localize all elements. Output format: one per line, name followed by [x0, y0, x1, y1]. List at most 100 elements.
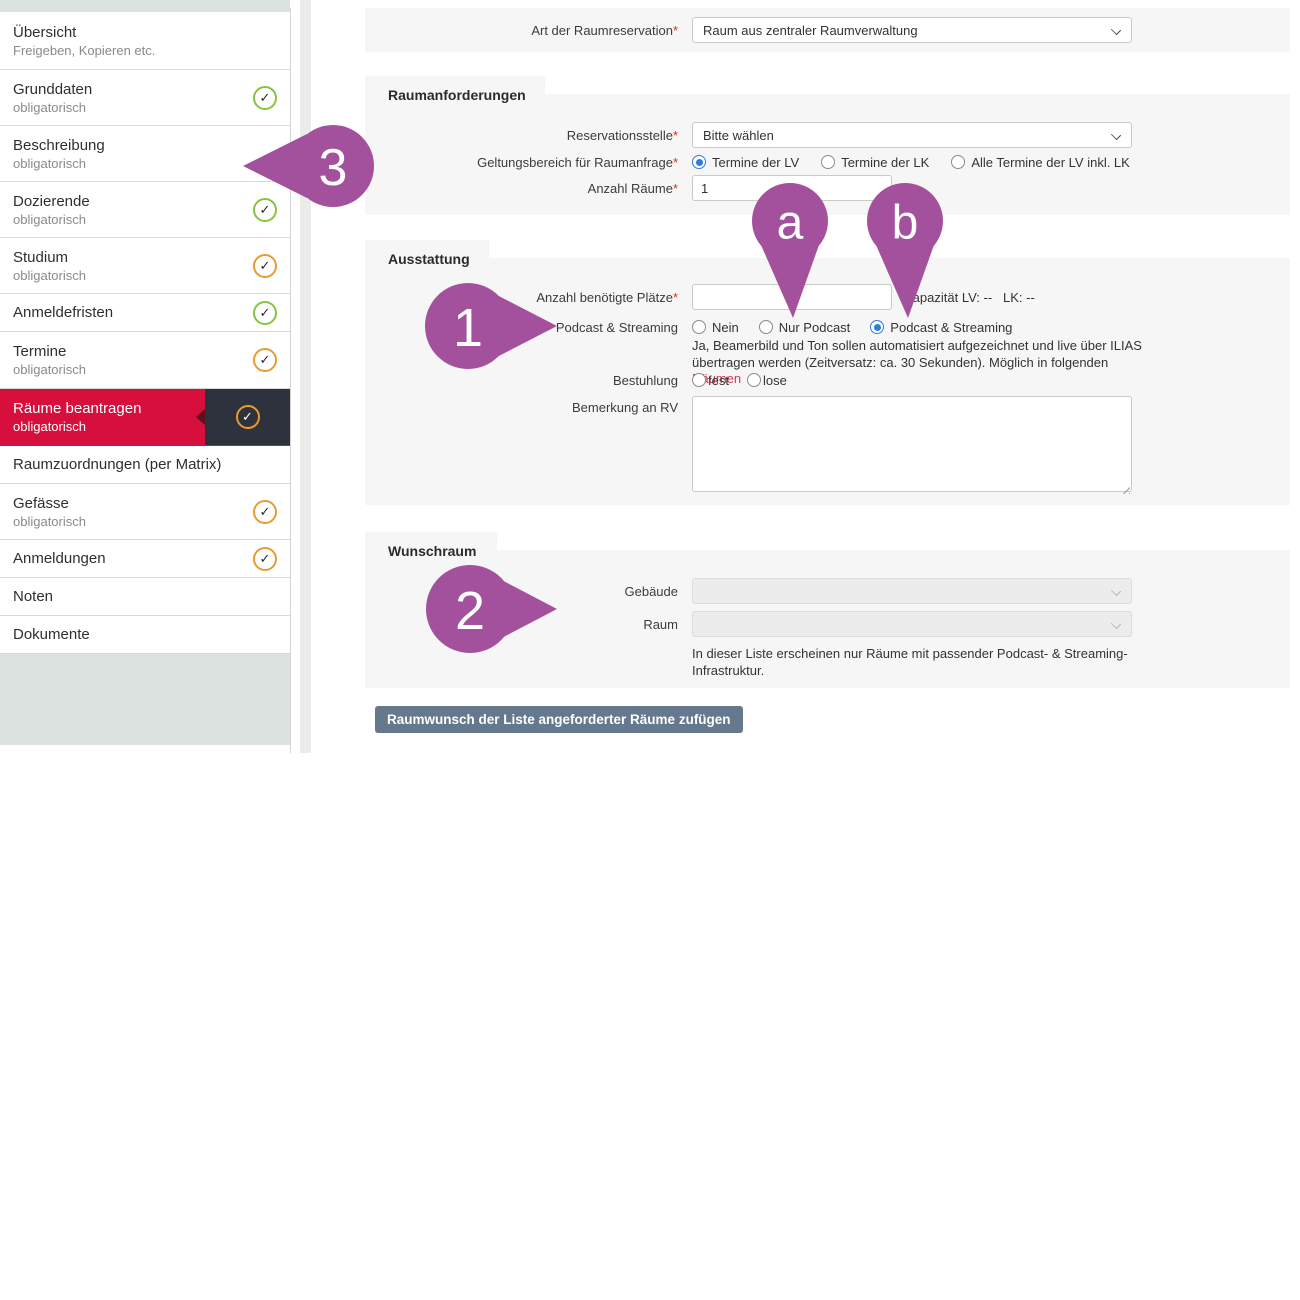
reservation-type-select[interactable]: Raum aus zentraler Raumverwaltung	[692, 17, 1132, 43]
check-icon: ✓	[253, 546, 277, 571]
sidebar-item-label: Studium	[13, 248, 69, 266]
sidebar-item-label: Anmeldungen	[13, 550, 106, 567]
check-icon: ✓	[253, 499, 277, 524]
check-icon: ✓	[253, 348, 277, 372]
sidebar-item-beschreibung[interactable]: Beschreibung obligatorisch	[0, 126, 290, 182]
sidebar-item-raumzuordnungen[interactable]: Raumzuordnungen (per Matrix)	[0, 446, 290, 484]
sidebar-item-dozierende[interactable]: Dozierende obligatorisch ✓	[0, 182, 290, 238]
required-asterisk: *	[672, 22, 678, 38]
reservationsstelle-row: Reservationsstelle* Bitte wählen	[365, 122, 1290, 148]
check-icon: ✓	[253, 197, 277, 222]
radio-label[interactable]: Nein	[712, 319, 739, 335]
sidebar-item-studium[interactable]: Studium obligatorisch ✓	[0, 238, 290, 294]
chevron-down-icon	[1110, 585, 1122, 597]
sidebar-item-anmeldungen[interactable]: Anmeldungen ✓	[0, 540, 290, 578]
gebaeude-label: Gebäude	[624, 583, 679, 599]
raum-select[interactable]	[692, 611, 1132, 637]
reservation-type-row: Art der Raumreservation* Raum aus zentra…	[365, 8, 1290, 52]
radio-termine-lv[interactable]	[692, 155, 706, 169]
radio-bestuhlung-lose[interactable]	[746, 373, 761, 387]
wunschraum-help-text: In dieser Liste erscheinen nur Räume mit…	[692, 646, 1128, 678]
radio-label[interactable]: Termine der LV	[712, 154, 800, 170]
chevron-down-icon	[1110, 24, 1122, 36]
radio-label[interactable]: lose	[762, 372, 787, 388]
sidebar-item-label: Termine	[13, 343, 67, 360]
radio-alle-termine[interactable]	[951, 155, 966, 169]
active-item-status-box: ✓	[205, 389, 290, 445]
reservation-type-label: Art der Raumreservation*	[531, 22, 678, 38]
reservationsstelle-select[interactable]: Bitte wählen	[692, 122, 1132, 148]
wunschraum-help-row: In dieser Liste erscheinen nur Räume mit…	[365, 646, 1290, 679]
radio-label[interactable]: Termine der LK	[841, 154, 930, 170]
sidebar-item-grunddaten[interactable]: Grunddaten obligatorisch ✓	[0, 70, 290, 126]
gebaeude-row: Gebäude	[365, 578, 1290, 604]
radio-podcast-streaming[interactable]	[870, 320, 885, 334]
radio-nur-podcast[interactable]	[758, 320, 773, 334]
check-icon: ✓	[253, 85, 277, 110]
bemerkung-row: Bemerkung an RV	[365, 396, 1290, 497]
sidebar-item-label: Raumzuordnungen (per Matrix)	[13, 456, 222, 473]
step-navigation-sidebar: Übersicht Freigeben, Kopieren etc. Grund…	[0, 0, 290, 745]
sidebar-item-sublabel: obligatorisch	[13, 155, 86, 171]
geltungsbereich-row: Geltungsbereich für Raumanfrage* Termine…	[365, 154, 1290, 170]
section-ausstattung: Ausstattung Anzahl benötigte Plätze* Kap…	[365, 251, 1290, 505]
podcast-label: Podcast & Streaming	[555, 319, 678, 335]
radio-podcast-nein[interactable]	[692, 320, 706, 334]
anzahl-raeume-label: Anzahl Räume*	[587, 180, 678, 196]
radio-label[interactable]: fest	[708, 372, 729, 388]
section-title: Raumanforderungen	[388, 87, 526, 103]
check-icon: ✓	[253, 253, 277, 278]
sidebar-item-label: Grunddaten	[13, 80, 93, 98]
sidebar-item-label: Dokumente	[13, 626, 90, 643]
bemerkung-label: Bemerkung an RV	[572, 400, 678, 415]
svg-text:3: 3	[319, 139, 348, 197]
anzahl-raeume-row: Anzahl Räume*	[365, 175, 1290, 201]
gebaeude-select[interactable]	[692, 578, 1132, 604]
required-asterisk: *	[672, 154, 678, 170]
plaetze-row: Anzahl benötigte Plätze* Kapazität LV: -…	[365, 284, 1290, 310]
sidebar-item-gefaesse[interactable]: Gefässe obligatorisch ✓	[0, 484, 290, 540]
section-tab-raumanforderungen	[365, 76, 545, 94]
radio-label[interactable]: Podcast & Streaming	[890, 319, 1013, 335]
sidebar-item-sublabel: obligatorisch	[13, 99, 86, 115]
required-asterisk: *	[672, 180, 678, 196]
sidebar-item-sublabel: obligatorisch	[13, 513, 86, 529]
raum-row: Raum	[365, 611, 1290, 637]
anzahl-raeume-input[interactable]	[692, 175, 892, 201]
sidebar-filler	[0, 654, 290, 745]
geltungsbereich-label: Geltungsbereich für Raumanfrage*	[477, 154, 678, 170]
radio-bestuhlung-fest[interactable]	[692, 373, 706, 387]
section-wunschraum: Wunschraum Gebäude Raum In dieser Liste …	[365, 543, 1290, 688]
raum-label: Raum	[643, 616, 678, 632]
radio-label[interactable]: Alle Termine der LV inkl. LK	[971, 154, 1130, 170]
section-tab-wunschraum	[365, 532, 497, 550]
sidebar-item-anmeldefristen[interactable]: Anmeldefristen ✓	[0, 294, 290, 332]
plaetze-input[interactable]	[692, 284, 892, 310]
bestuhlung-row: Bestuhlung fest lose	[365, 372, 1290, 388]
radio-label[interactable]: Nur Podcast	[778, 319, 851, 335]
sidebar-item-label: Räume beantragen	[13, 400, 142, 417]
sidebar-item-sublabel: Freigeben, Kopieren etc.	[13, 42, 156, 58]
podcast-help-row: Ja, Beamerbild und Ton sollen automatisi…	[365, 338, 1290, 388]
radio-termine-lk[interactable]	[821, 155, 836, 169]
required-asterisk: *	[672, 289, 678, 305]
scrollbar[interactable]	[300, 0, 311, 753]
sidebar-item-label: Dozierende	[13, 192, 90, 210]
plaetze-label: Anzahl benötigte Plätze*	[536, 289, 678, 305]
reservationsstelle-label: Reservationsstelle*	[566, 127, 678, 143]
sidebar-divider	[290, 8, 291, 753]
sidebar-item-dokumente[interactable]: Dokumente	[0, 616, 290, 654]
sidebar-item-noten[interactable]: Noten	[0, 578, 290, 616]
sidebar-item-uebersicht[interactable]: Übersicht Freigeben, Kopieren etc.	[0, 12, 290, 70]
sidebar-item-termine[interactable]: Termine obligatorisch ✓	[0, 332, 290, 389]
sidebar-item-sublabel: obligatorisch	[13, 211, 86, 227]
bemerkung-textarea[interactable]	[692, 396, 1132, 492]
kapazitaet-text: Kapazität LV: -- LK: --	[904, 289, 1035, 305]
sidebar-item-label: Beschreibung	[13, 136, 105, 154]
check-icon: ✓	[235, 405, 260, 429]
section-raumanforderungen: Raumanforderungen Reservationsstelle* Bi…	[365, 87, 1290, 215]
add-room-request-button[interactable]: Raumwunsch der Liste angeforderter Räume…	[375, 706, 743, 733]
sidebar-item-raeume-beantragen[interactable]: Räume beantragen obligatorisch ✓	[0, 389, 290, 446]
sidebar-item-sublabel: obligatorisch	[13, 419, 86, 434]
